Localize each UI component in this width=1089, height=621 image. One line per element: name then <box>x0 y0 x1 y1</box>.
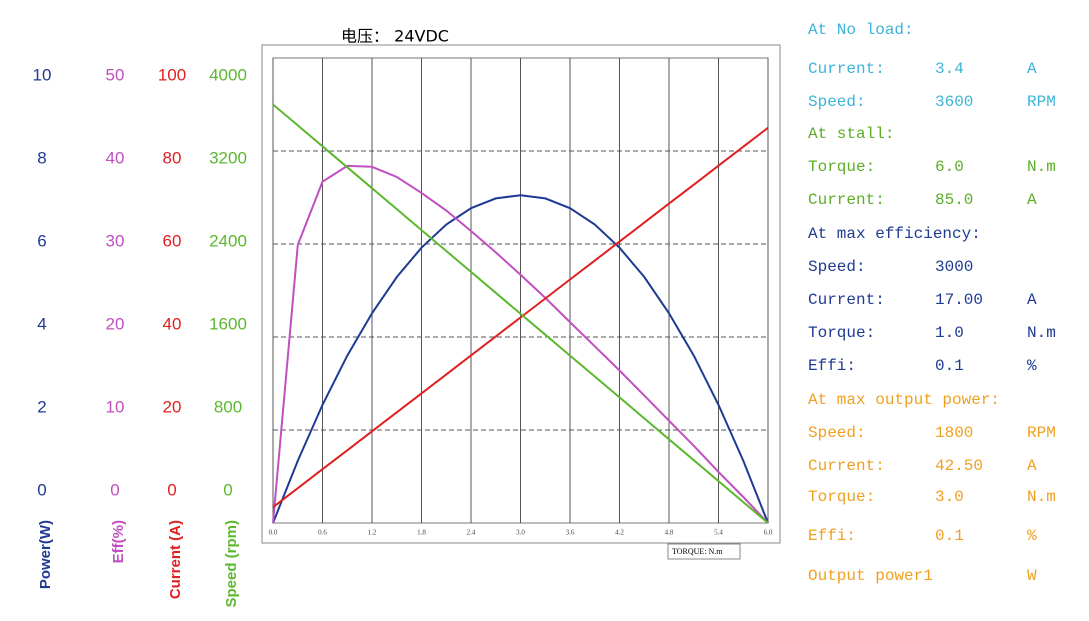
panel-text: Torque: <box>808 488 875 506</box>
x-tick-label: 4.2 <box>615 529 624 537</box>
y-tick-label: 800 <box>214 397 242 416</box>
y-tick-label: 0 <box>223 480 232 499</box>
y-tick-label: 1600 <box>209 314 247 333</box>
panel-text: 3.4 <box>935 60 964 78</box>
section-heading: At stall: <box>808 125 894 143</box>
x-axis-label: TORQUE: N.m <box>672 547 723 556</box>
panel-text: A <box>1027 191 1037 209</box>
panel-text: 3000 <box>935 258 973 276</box>
panel-text: A <box>1027 457 1037 475</box>
axis-label: Eff(%) <box>110 520 127 563</box>
section-heading: At No load: <box>808 21 914 39</box>
panel-text: 85.0 <box>935 191 973 209</box>
y-tick-label: 6 <box>37 231 46 250</box>
axis-label: Power(W) <box>37 520 54 589</box>
x-tick-label: 3.6 <box>566 529 575 537</box>
y-tick-label: 4 <box>37 314 46 333</box>
series-line <box>272 194 769 524</box>
panel-text: N.m <box>1027 488 1056 506</box>
panel-text: 3600 <box>935 93 973 111</box>
panel-text: Current: <box>808 60 885 78</box>
panel-text: Effi: <box>808 357 856 375</box>
x-tick-label: 3.0 <box>516 529 525 537</box>
panel-text: % <box>1027 357 1037 375</box>
panel-text: W <box>1027 567 1037 585</box>
x-tick-label: 4.8 <box>665 529 674 537</box>
panel-text: 0.1 <box>935 357 964 375</box>
x-tick-label: 1.2 <box>368 529 377 537</box>
series-line <box>272 164 769 524</box>
y-tick-label: 2400 <box>209 231 247 250</box>
panel-text: A <box>1027 60 1037 78</box>
y-tick-label: 10 <box>106 397 125 416</box>
panel-text: % <box>1027 527 1037 545</box>
y-tick-label: 40 <box>163 314 182 333</box>
y-tick-label: 80 <box>163 148 182 167</box>
panel-text: Speed: <box>808 424 866 442</box>
x-tick-label: 1.8 <box>417 529 426 537</box>
y-tick-label: 100 <box>158 65 186 84</box>
panel-text: N.m <box>1027 158 1056 176</box>
panel-text: Speed: <box>808 93 866 111</box>
panel-text: Effi: <box>808 527 856 545</box>
panel-text: Output power1 <box>808 567 933 585</box>
x-label-box <box>667 543 741 560</box>
panel-text: 42.50 <box>935 457 983 475</box>
series-line <box>272 127 769 508</box>
panel-text: 1800 <box>935 424 973 442</box>
series-line <box>272 103 769 524</box>
panel-text: N.m <box>1027 324 1056 342</box>
y-tick-label: 20 <box>106 314 125 333</box>
panel-text: Torque: <box>808 324 875 342</box>
panel-text: Current: <box>808 191 885 209</box>
x-tick-label: 0.6 <box>318 529 327 537</box>
panel-text: 17.00 <box>935 291 983 309</box>
outer-frame <box>261 44 781 544</box>
y-tick-label: 0 <box>110 480 119 499</box>
y-tick-label: 10 <box>33 65 52 84</box>
panel-text: A <box>1027 291 1037 309</box>
y-tick-label: 50 <box>106 65 125 84</box>
section-heading: At max efficiency: <box>808 225 981 243</box>
y-tick-label: 60 <box>163 231 182 250</box>
axis-label: Speed (rpm) <box>223 520 240 608</box>
y-tick-label: 8 <box>37 148 46 167</box>
axis-label: Current (A) <box>167 520 184 599</box>
panel-text: Current: <box>808 291 885 309</box>
y-tick-label: 30 <box>106 231 125 250</box>
x-tick-label: 0.0 <box>269 529 278 537</box>
section-heading: At max output power: <box>808 391 1000 409</box>
y-tick-label: 0 <box>37 480 46 499</box>
panel-text: 1.0 <box>935 324 964 342</box>
panel-text: RPM <box>1027 93 1056 111</box>
chart-title: 电压： 24VDC <box>341 27 449 46</box>
y-tick-label: 3200 <box>209 148 247 167</box>
x-tick-label: 6.0 <box>764 529 773 537</box>
y-tick-label: 2 <box>37 397 46 416</box>
y-tick-label: 0 <box>167 480 176 499</box>
y-tick-label: 40 <box>106 148 125 167</box>
y-tick-label: 20 <box>163 397 182 416</box>
y-tick-label: 4000 <box>209 65 247 84</box>
panel-text: 3.0 <box>935 488 964 506</box>
x-tick-label: 5.4 <box>714 529 723 537</box>
x-tick-label: 2.4 <box>467 529 476 537</box>
panel-text: RPM <box>1027 424 1056 442</box>
panel-text: Current: <box>808 457 885 475</box>
panel-text: 6.0 <box>935 158 964 176</box>
panel-text: Torque: <box>808 158 875 176</box>
panel-text: Speed: <box>808 258 866 276</box>
panel-text: 0.1 <box>935 527 964 545</box>
